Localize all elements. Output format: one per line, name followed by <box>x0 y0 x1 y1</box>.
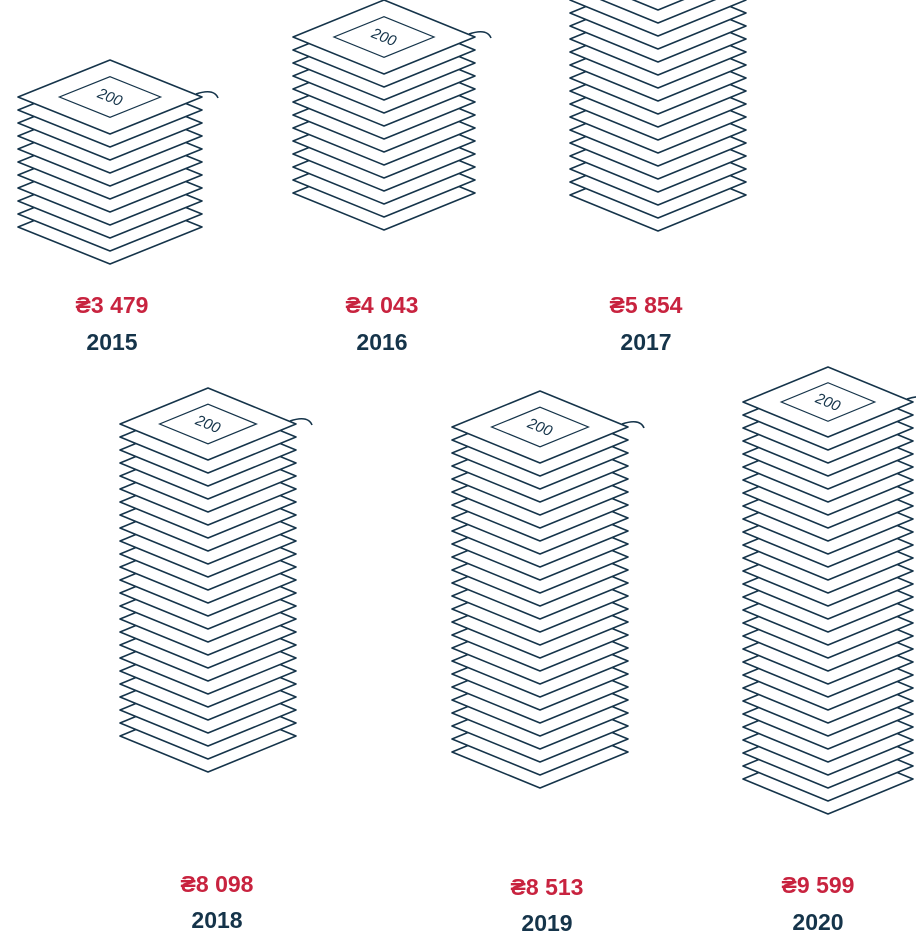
banknote-stack-2016: 200 <box>292 0 492 231</box>
year-label-2017: 2017 <box>620 329 671 355</box>
banknote-stack-2015: 200 <box>17 59 219 265</box>
banknote-top-sheet <box>17 59 203 135</box>
labels-layer: ₴3 479 2015 ₴4 043 2016 ₴5 854 2017 ₴8 0… <box>76 292 855 936</box>
banknote-inner-border <box>332 16 436 58</box>
banknote-stack-2019: 200 <box>451 390 645 789</box>
banknote-inner-border <box>490 406 590 448</box>
value-label-2017: ₴5 854 <box>610 292 683 318</box>
value-label-2016: ₴4 043 <box>346 292 419 318</box>
banknote-curl <box>195 90 219 99</box>
banknote-stack-2018: 200 <box>119 387 313 773</box>
banknote-inner-border <box>57 76 163 118</box>
banknote-top-sheet <box>292 0 476 75</box>
banknote-inner-border <box>779 382 877 422</box>
value-label-2015: ₴3 479 <box>76 292 149 318</box>
banknote-sheet <box>599 0 717 24</box>
banknote-curl <box>468 30 492 39</box>
banknote-curl <box>906 396 916 400</box>
banknote-stack-2020: 200 <box>742 366 916 815</box>
banknote-top-sheet <box>631 0 685 11</box>
stacks-layer: 200 200 200 200 200 200 <box>17 0 916 815</box>
banknote-curl <box>289 417 313 426</box>
year-label-2018: 2018 <box>191 907 242 933</box>
banknote-top-sheet <box>742 366 914 438</box>
banknote-stack-2017: 200 <box>569 0 747 232</box>
banknote-top-sheet <box>451 390 629 464</box>
value-label-2018: ₴8 098 <box>181 871 254 897</box>
year-label-2020: 2020 <box>792 909 843 935</box>
value-label-2019: ₴8 513 <box>511 874 584 900</box>
value-label-2020: ₴9 599 <box>782 872 855 898</box>
banknote-top-sheet <box>119 387 297 461</box>
banknote-inner-border <box>158 403 258 445</box>
year-label-2016: 2016 <box>356 329 407 355</box>
banknote-curl <box>621 420 645 429</box>
year-label-2019: 2019 <box>521 910 572 936</box>
year-label-2015: 2015 <box>86 329 137 355</box>
